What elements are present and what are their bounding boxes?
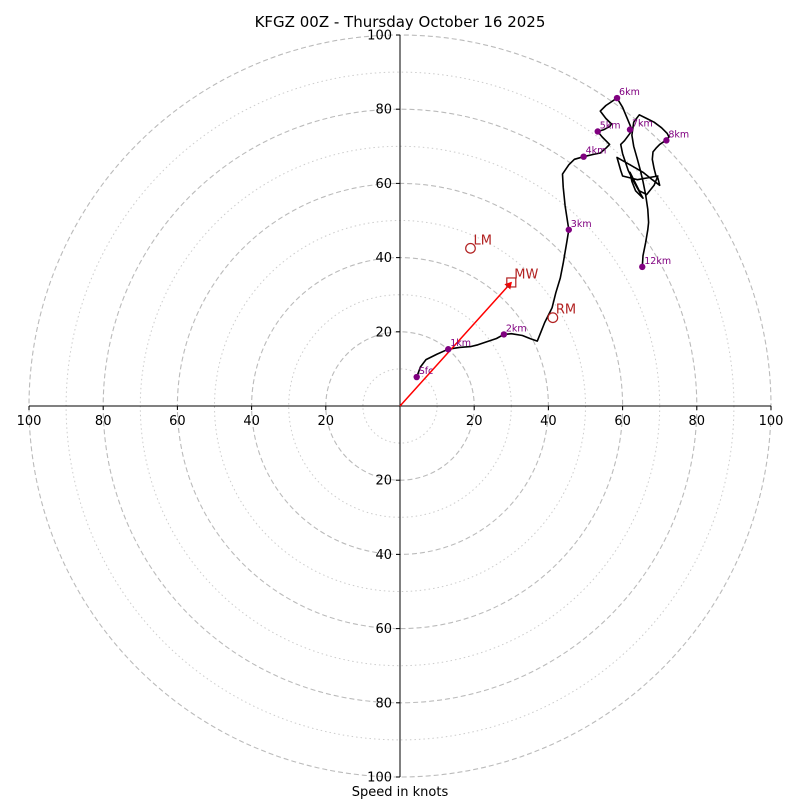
- y-tick-label-down-80: 80: [375, 696, 392, 711]
- height-marker-12km: [639, 263, 646, 271]
- height-label-6km: 6km: [619, 87, 640, 98]
- mean-wind-arrow: [399, 281, 512, 407]
- height-marker-1km: [445, 346, 452, 353]
- y-tick-label-up-60: 60: [375, 177, 392, 192]
- x-axis-label: Speed in knots: [352, 785, 449, 800]
- height-label-1km: 1km: [450, 338, 471, 349]
- storm-motion-label-mw: MW: [514, 267, 538, 282]
- x-tick-label-left-60: 60: [169, 414, 186, 429]
- x-tick-label-right-40: 40: [540, 414, 557, 429]
- hodograph-line: [415, 97, 670, 378]
- x-tick-label-right-80: 80: [689, 414, 706, 429]
- height-marker-3km: [565, 226, 573, 233]
- x-tick-label-right-20: 20: [466, 414, 483, 429]
- height-marker-7km: [626, 126, 634, 133]
- axis-ticks: 20 20 20 20 40 40 40 40 60 60 60 60 80 80 80 80 100 100 10…: [17, 29, 784, 786]
- height-label-sfc: Sfc: [419, 366, 434, 377]
- height-label-4km: 4km: [586, 146, 607, 157]
- height-marker-8km: [663, 137, 670, 144]
- x-tick-label-right-100: 100: [759, 414, 784, 429]
- y-tick-label-up-100: 100: [367, 29, 392, 44]
- height-marker-5km: [594, 128, 601, 135]
- storm-motion-marker-lm: [465, 242, 476, 254]
- hodograph-trace: [399, 97, 670, 407]
- height-marker-sfc: [413, 373, 420, 381]
- y-tick-label-down-60: 60: [375, 622, 392, 637]
- y-tick-label-up-80: 80: [375, 103, 392, 118]
- height-label-7km: 7km: [632, 119, 653, 130]
- x-tick-label-left-20: 20: [318, 414, 335, 429]
- y-tick-label-up-20: 20: [375, 325, 392, 340]
- height-label-12km: 12km: [644, 256, 671, 267]
- storm-motion-marker-rm: [547, 312, 559, 324]
- y-tick-label-down-40: 40: [375, 548, 392, 563]
- height-marker-6km: [613, 94, 621, 102]
- storm-motion-markers: LM RM MW: [465, 233, 576, 324]
- x-tick-label-left-40: 40: [243, 414, 260, 429]
- y-tick-label-up-40: 40: [375, 251, 392, 266]
- height-label-8km: 8km: [668, 129, 689, 140]
- chart-title: KFGZ 00Z - Thursday October 16 2025: [255, 13, 546, 31]
- height-marker-4km: [580, 153, 587, 160]
- y-tick-label-down-20: 20: [375, 474, 392, 489]
- storm-motion-label-lm: LM: [473, 233, 491, 248]
- storm-motion-label-rm: RM: [556, 303, 576, 318]
- height-markers: Sfc 1km 2km 3km 4km 5km 6km 7km 8km 12km: [413, 87, 689, 381]
- height-label-5km: 5km: [600, 120, 621, 131]
- storm-motion-marker-mw: [506, 277, 517, 288]
- height-marker-2km: [500, 331, 508, 338]
- x-tick-label-left-80: 80: [95, 414, 112, 429]
- x-tick-label-left-100: 100: [17, 414, 42, 429]
- height-label-3km: 3km: [571, 219, 592, 230]
- height-label-2km: 2km: [506, 323, 527, 334]
- y-tick-label-down-100: 100: [367, 771, 392, 786]
- x-tick-label-right-60: 60: [614, 414, 631, 429]
